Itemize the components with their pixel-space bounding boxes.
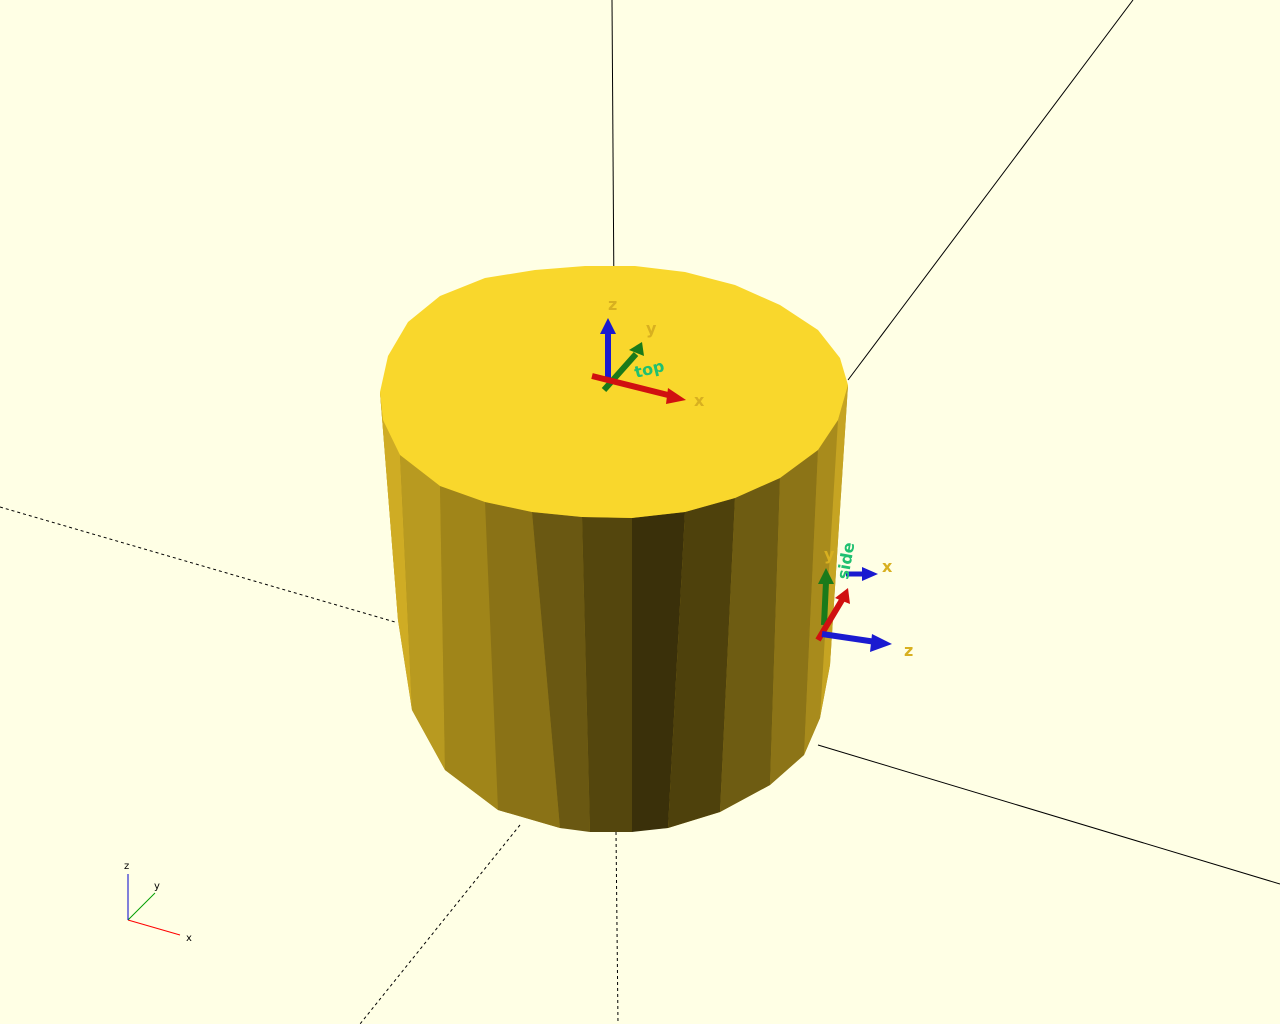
cylinder-side-facets xyxy=(380,385,848,832)
side-gizmo-y-label: y xyxy=(824,545,835,564)
top-gizmo-y-label: y xyxy=(646,319,657,338)
axis-indicator-x-line xyxy=(127,919,181,936)
side-gizmo[interactable]: z y x side xyxy=(815,541,913,660)
top-gizmo-z-label: z xyxy=(608,295,617,314)
cylinder-top-face xyxy=(380,266,848,518)
axis-indicator-x-label: x xyxy=(186,933,192,944)
side-gizmo-y-arrow xyxy=(818,568,834,626)
side-gizmo-z-label: z xyxy=(904,641,913,660)
axis-indicator-z-label: z xyxy=(124,861,129,872)
axis-indicator-y-label: y xyxy=(154,881,160,892)
cylinder-model[interactable] xyxy=(380,266,848,832)
top-gizmo-z-arrow xyxy=(600,318,616,380)
side-gizmo-x-label: x xyxy=(882,557,893,576)
axis-y-positive xyxy=(847,0,1134,381)
top-gizmo-x-label: x xyxy=(694,391,705,410)
axis-indicator: x y z xyxy=(124,861,192,944)
axis-y-negative xyxy=(359,824,521,1024)
axis-x-positive xyxy=(817,744,1280,885)
axis-x-negative xyxy=(0,506,396,623)
top-gizmo-x-arrow xyxy=(591,373,686,404)
axis-indicator-y-line xyxy=(127,892,156,921)
side-gizmo-z-arrow xyxy=(821,631,892,652)
side-gizmo-z-arrow-secondary xyxy=(846,567,878,581)
top-gizmo-y-arrow xyxy=(601,342,644,392)
axis-z-positive xyxy=(611,0,615,301)
axis-z-negative xyxy=(615,831,619,1024)
side-gizmo-x-arrow xyxy=(815,588,850,642)
